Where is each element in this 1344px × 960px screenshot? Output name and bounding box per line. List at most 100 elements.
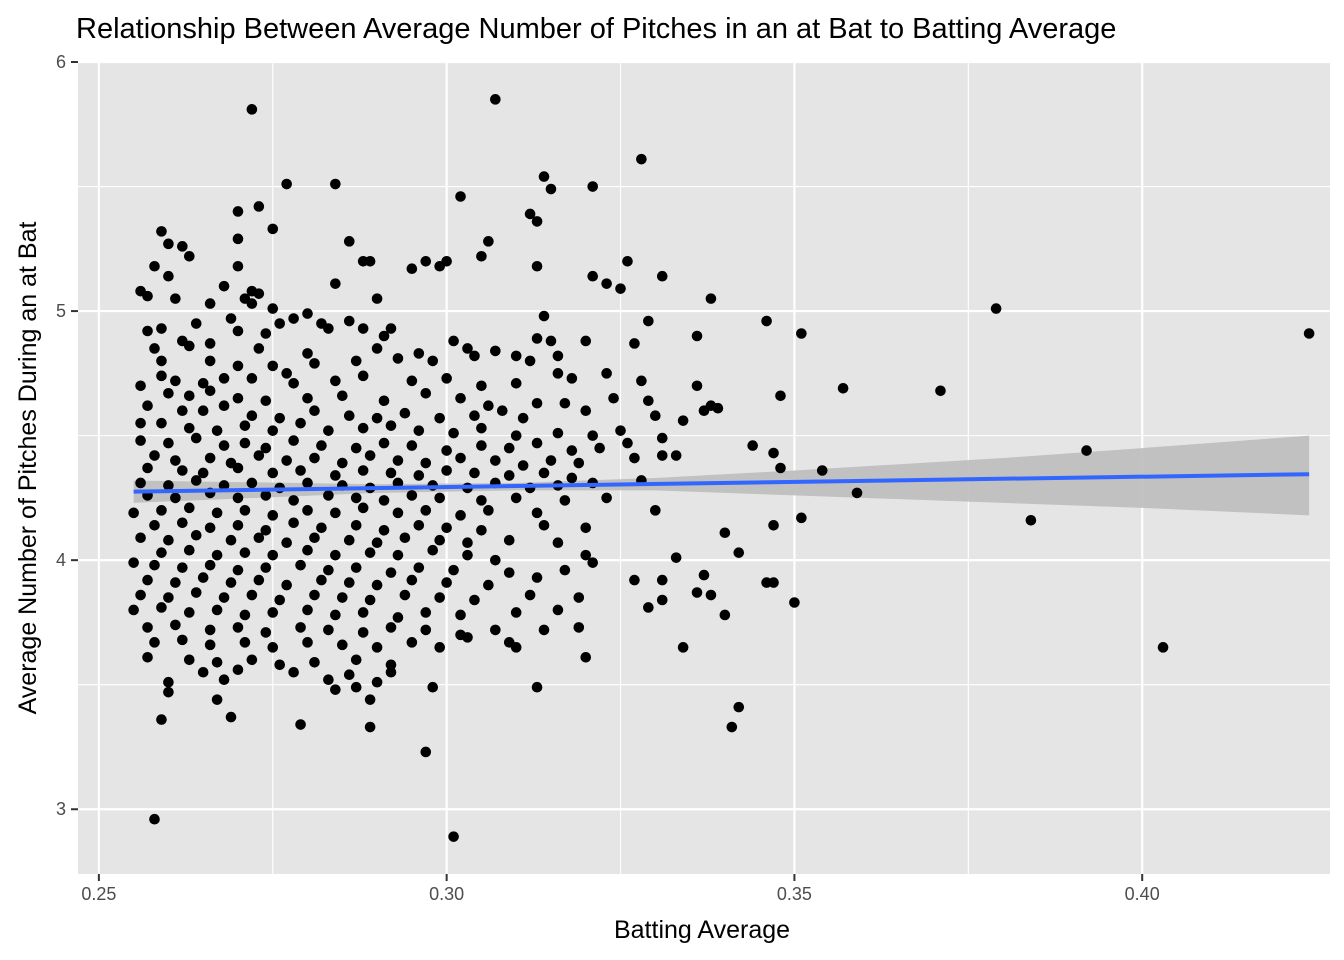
data-point [698,405,710,417]
data-point [796,512,807,524]
data-point [295,465,306,476]
data-point [650,505,661,516]
data-point [531,681,543,693]
data-point [343,410,355,421]
data-point [218,592,230,603]
data-point [163,592,174,603]
data-point [364,694,376,705]
data-point [385,567,397,578]
data-point [239,437,251,449]
data-point [295,417,306,429]
data-point [281,579,292,591]
data-point [656,270,668,282]
data-point [364,450,376,461]
data-point [163,480,174,491]
data-point [420,624,432,636]
data-point [629,452,640,464]
data-point [490,624,501,636]
data-point [177,634,188,646]
data-point [350,519,362,531]
data-point [309,656,320,668]
data-point [517,460,529,471]
data-point [538,624,550,636]
data-point [510,642,522,653]
fit-line-group [133,472,1310,494]
data-point [524,589,536,601]
data-point [302,308,313,319]
data-point [183,390,195,402]
data-point [323,674,334,686]
data-point [281,368,292,379]
data-point [629,574,640,586]
data-point [218,400,230,412]
data-point [399,407,411,419]
data-point [183,250,195,262]
data-point [462,632,473,643]
data-point [135,589,146,601]
data-point [448,427,459,439]
data-point [601,492,612,504]
data-point [385,622,397,633]
data-point [316,574,327,586]
data-point [323,564,334,576]
data-point [552,350,564,362]
data-point [476,380,487,392]
data-point [371,642,383,653]
data-point [343,534,355,546]
data-point [232,260,244,272]
data-point [330,609,341,621]
data-point [524,355,536,367]
data-point [503,534,515,546]
data-point [218,373,230,384]
y-axis-label: Average Number of Pitches During an at B… [14,222,42,715]
data-point [350,562,362,573]
data-point [691,587,703,598]
data-point [190,587,202,598]
data-point [538,310,550,322]
data-point [309,532,320,544]
data-point [246,477,258,489]
x-axis-ticks: 0.25 0.30 0.35 0.40 [81,874,1160,904]
data-point [232,233,244,245]
data-point [183,607,195,618]
data-point [580,405,592,417]
data-point [510,607,522,618]
data-point [677,642,689,653]
data-point [149,637,160,648]
data-point [385,659,397,671]
data-point [246,285,258,297]
data-point [183,502,195,514]
data-point [288,666,299,678]
data-point [204,559,216,571]
data-point [517,412,529,424]
data-point [253,532,265,544]
data-point [378,395,390,407]
data-point [768,577,779,588]
data-point [650,410,661,421]
data-point [580,335,592,347]
data-point [177,465,188,476]
data-point [274,594,286,606]
data-point [378,495,390,506]
data-point [163,238,174,250]
data-point [601,368,612,379]
data-point [378,524,390,536]
data-point [608,392,619,404]
data-point [142,622,153,633]
data-point [1025,515,1037,526]
data-point [135,417,146,429]
data-point [156,547,167,558]
data-point [455,452,466,464]
data-point [323,490,334,501]
data-point [601,278,612,289]
data-point [392,549,404,561]
data-point [552,537,564,549]
data-point [503,470,515,481]
data-point [337,390,348,402]
data-point [441,577,452,588]
data-point [267,642,279,653]
data-point [385,467,397,479]
data-point [225,577,237,588]
data-point [587,181,599,192]
data-point [455,609,466,621]
